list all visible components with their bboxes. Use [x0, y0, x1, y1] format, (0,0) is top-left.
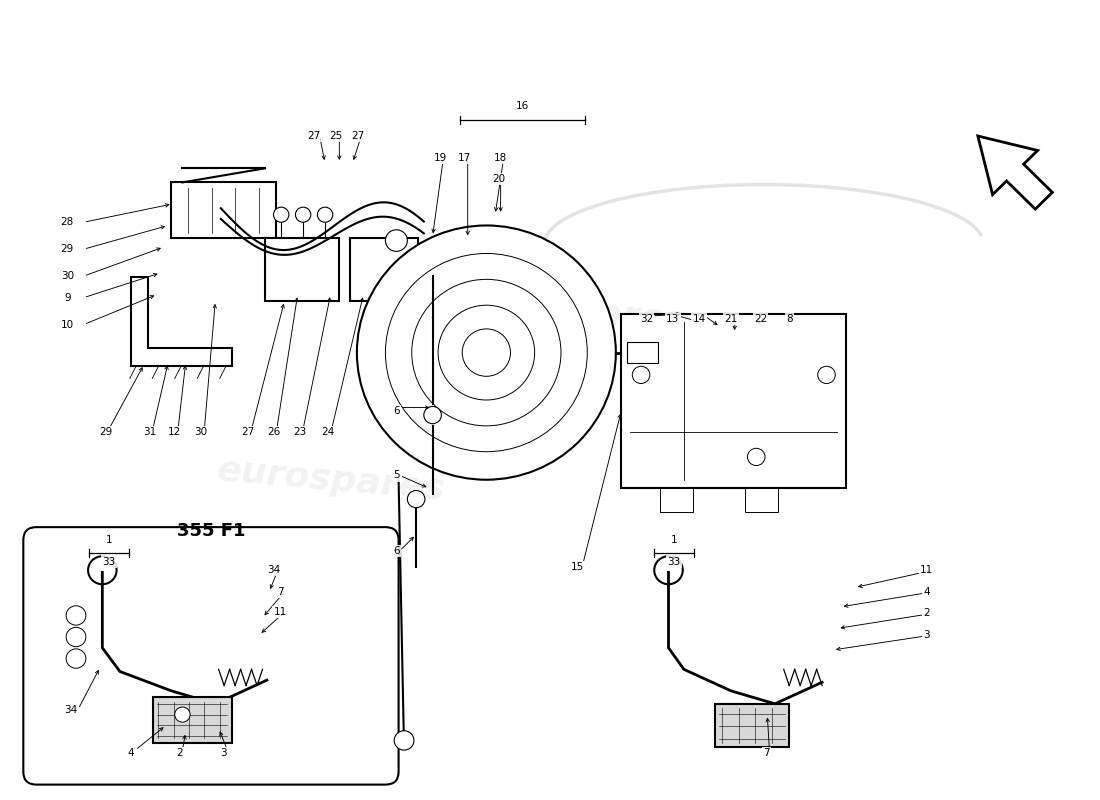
Text: 1: 1 — [106, 535, 112, 545]
Text: 23: 23 — [294, 427, 307, 438]
Circle shape — [318, 207, 332, 222]
Text: 33: 33 — [102, 557, 116, 566]
Text: 30: 30 — [195, 427, 208, 438]
Text: 30: 30 — [60, 271, 74, 281]
Text: 11: 11 — [274, 607, 287, 618]
Text: 12: 12 — [168, 427, 182, 438]
Text: 27: 27 — [242, 427, 255, 438]
Text: eurospares: eurospares — [216, 453, 446, 506]
Circle shape — [88, 556, 117, 584]
Polygon shape — [131, 277, 232, 366]
FancyArrow shape — [978, 136, 1053, 209]
Text: 29: 29 — [99, 427, 112, 438]
Text: 5: 5 — [393, 470, 399, 481]
Circle shape — [66, 627, 86, 646]
Text: 1: 1 — [671, 535, 678, 545]
Circle shape — [66, 606, 86, 625]
Text: 27: 27 — [308, 131, 321, 141]
Text: 20: 20 — [492, 174, 505, 184]
Circle shape — [654, 556, 683, 584]
Text: 3: 3 — [220, 748, 227, 758]
Text: 2: 2 — [176, 748, 183, 758]
Text: 31: 31 — [143, 427, 156, 438]
Text: 16: 16 — [516, 101, 529, 111]
Bar — [627, 342, 658, 363]
Text: 26: 26 — [267, 427, 280, 438]
Bar — [745, 488, 778, 512]
Text: 21: 21 — [725, 314, 738, 324]
Text: eurospares: eurospares — [456, 286, 688, 339]
Text: 6: 6 — [393, 406, 399, 416]
Text: 3: 3 — [923, 630, 930, 640]
Text: 22: 22 — [754, 314, 768, 324]
Bar — [350, 238, 418, 301]
Text: 2: 2 — [923, 608, 930, 618]
Bar — [265, 238, 339, 301]
Text: 33: 33 — [668, 557, 681, 566]
Text: 28: 28 — [60, 218, 74, 227]
Text: 27: 27 — [351, 131, 364, 141]
Circle shape — [175, 707, 190, 722]
Bar — [715, 704, 789, 747]
FancyBboxPatch shape — [23, 527, 398, 785]
Bar — [621, 314, 846, 488]
Text: 9: 9 — [64, 293, 70, 302]
Text: 11: 11 — [920, 566, 933, 575]
Text: 24: 24 — [321, 427, 336, 438]
Text: 6: 6 — [393, 546, 399, 556]
Text: 18: 18 — [494, 153, 507, 162]
Text: 34: 34 — [267, 566, 280, 575]
Text: 7: 7 — [277, 586, 284, 597]
Text: 14: 14 — [693, 314, 706, 324]
Text: 355 F1: 355 F1 — [177, 522, 245, 541]
Bar — [660, 488, 693, 512]
Text: 4: 4 — [923, 586, 930, 597]
Text: 25: 25 — [329, 131, 343, 141]
Text: 8: 8 — [785, 314, 792, 324]
Circle shape — [424, 406, 441, 424]
Circle shape — [385, 230, 407, 251]
Text: 34: 34 — [64, 706, 77, 715]
Text: 19: 19 — [433, 153, 447, 162]
Bar — [153, 698, 232, 742]
Circle shape — [66, 649, 86, 668]
Text: 10: 10 — [60, 319, 74, 330]
Circle shape — [274, 207, 289, 222]
Bar — [172, 182, 276, 238]
Circle shape — [394, 730, 414, 750]
Text: 7: 7 — [762, 748, 770, 758]
Text: 32: 32 — [640, 314, 653, 324]
Text: 13: 13 — [667, 314, 680, 324]
Circle shape — [407, 490, 425, 508]
Text: 17: 17 — [458, 153, 471, 162]
Circle shape — [356, 226, 616, 480]
Text: 29: 29 — [60, 244, 74, 254]
Text: 4: 4 — [128, 748, 134, 758]
Text: 15: 15 — [571, 562, 584, 572]
Circle shape — [296, 207, 311, 222]
